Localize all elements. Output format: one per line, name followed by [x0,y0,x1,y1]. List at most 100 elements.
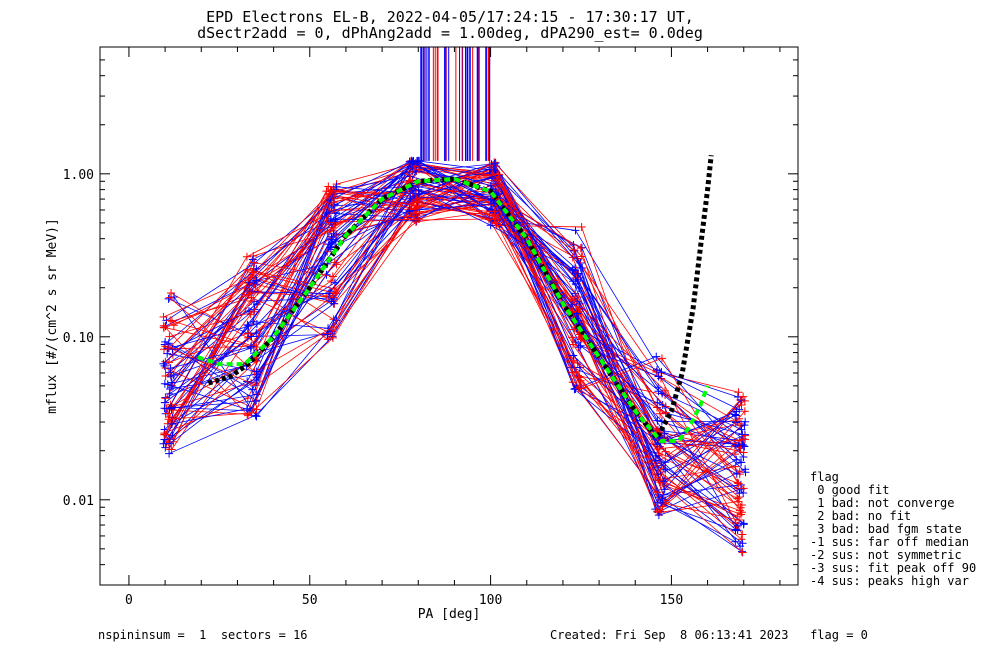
data-point-marker [159,312,168,321]
data-point-marker [242,252,251,261]
legend-item: 0 good fit [810,483,890,497]
data-point-marker [486,181,495,190]
sector-trace [168,190,745,489]
data-point-marker [569,356,578,365]
data-point-marker [329,229,338,238]
sector-trace [164,196,740,521]
data-point-marker [415,207,424,216]
data-point-marker [248,268,257,277]
data-point-marker [252,373,261,382]
data-point-marker [412,201,421,210]
data-point-marker [326,187,335,196]
data-point-marker [160,361,169,370]
data-point-marker [252,329,261,338]
data-point-marker [735,516,744,525]
legend-item: -2 sus: not symmetric [810,548,962,562]
data-point-marker [569,277,578,286]
data-point-marker [167,420,176,429]
data-point-marker [165,404,174,413]
data-point-marker [737,395,746,404]
data-point-marker [736,542,745,551]
data-point-marker [165,358,174,367]
data-point-marker [414,156,423,165]
sector-trace [165,160,738,422]
data-point-marker [165,332,174,341]
sector-trace [171,193,736,463]
footer-created-info: Created: Fri Sep 8 06:13:41 2023 flag = … [550,628,868,642]
sector-trace [168,190,740,450]
data-point-marker [161,443,170,452]
data-point-marker [569,246,578,255]
data-point-marker [331,186,340,195]
data-point-marker [243,265,252,274]
fit-curve [197,176,710,443]
data-point-marker [660,485,669,494]
data-point-marker [244,411,253,420]
data-point-marker [734,497,743,506]
data-point-marker [486,195,495,204]
data-point-marker [657,354,666,363]
data-point-marker [167,378,176,387]
data-point-marker [492,219,501,228]
data-point-marker [326,214,335,223]
data-point-marker [487,160,496,169]
data-point-marker [323,227,332,236]
data-point-marker [324,182,333,191]
data-point-marker [740,396,749,405]
data-point-marker [739,488,748,497]
data-point-marker [247,296,256,305]
data-point-marker [161,371,170,380]
data-point-marker [737,458,746,467]
data-point-marker [732,407,741,416]
sector-trace [172,168,736,480]
sector-trace [169,165,738,517]
data-point-marker [246,342,255,351]
data-point-marker [325,218,334,227]
data-point-marker [327,297,336,306]
data-point-marker [731,462,740,471]
data-point-marker [494,170,503,179]
data-point-marker [163,349,172,358]
data-point-marker [242,404,251,413]
data-point-marker [739,392,748,401]
data-point-marker [661,447,670,456]
data-point-marker [740,442,749,451]
data-point-marker [732,455,741,464]
data-point-marker [165,344,174,353]
sector-trace [171,165,741,442]
data-point-marker [733,512,742,521]
legend-item: 1 bad: not converge [810,496,955,510]
x-axis-label: PA [deg] [418,607,481,622]
data-point-marker [414,189,423,198]
data-point-marker [653,366,662,375]
fit-curves-layer [197,154,714,443]
y-tick-label: 0.01 [63,494,94,509]
data-point-marker [573,269,582,278]
data-point-marker [652,352,661,361]
data-point-marker [243,394,252,403]
data-point-marker [163,409,172,418]
data-point-marker [570,325,579,334]
data-point-marker [573,309,582,318]
data-point-marker [570,385,579,394]
data-point-marker [739,484,748,493]
data-point-marker [738,530,747,539]
legend-item: -1 sus: far off median [810,535,969,549]
data-point-marker [412,216,421,225]
data-point-marker [160,430,169,439]
data-point-marker [326,243,335,252]
data-point-marker [159,321,168,330]
footer-spin-info: nspininsum = 1 sectors = 16 [98,628,308,642]
data-point-marker [167,403,176,412]
data-point-marker [738,440,747,449]
data-point-marker [570,295,579,304]
data-point-marker [487,174,496,183]
data-point-marker [571,226,580,235]
data-point-marker [740,435,749,444]
data-point-marker [243,320,252,329]
data-point-marker [252,405,261,414]
sector-trace [170,183,743,513]
data-point-marker [167,288,176,297]
data-point-marker [489,199,498,208]
